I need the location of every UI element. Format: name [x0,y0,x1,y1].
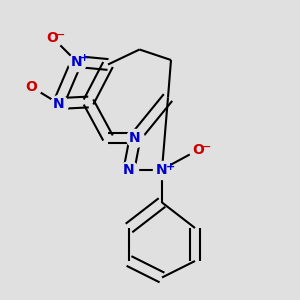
Text: −: − [202,142,211,152]
Text: +: + [80,53,89,64]
Text: N: N [129,131,141,145]
Text: O: O [26,80,38,94]
Text: N: N [53,97,64,110]
Text: N: N [71,55,82,68]
Text: +: + [166,161,175,172]
Text: O: O [46,31,58,44]
Text: N: N [123,163,135,176]
Text: N: N [156,163,168,176]
Text: O: O [192,143,204,157]
Text: −: − [56,29,66,40]
